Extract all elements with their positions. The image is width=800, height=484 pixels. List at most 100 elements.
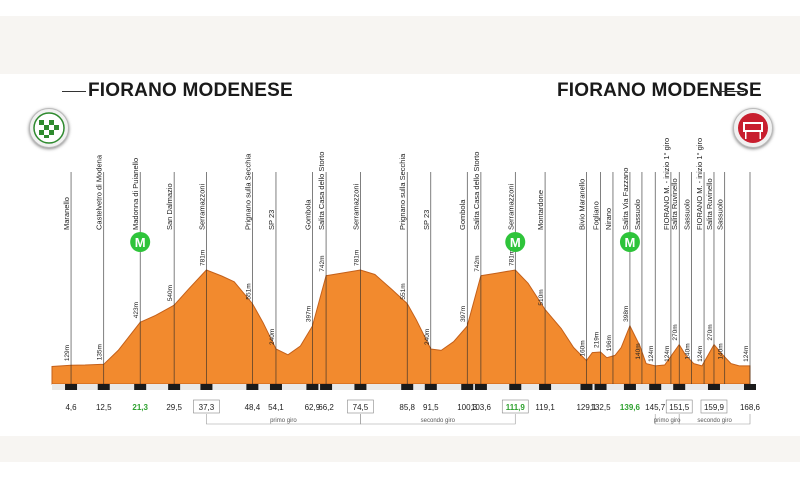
waypoint-altitude: 397m [460,306,467,322]
waypoint-altitude: 270m [672,324,679,340]
start-title-rule [62,91,86,92]
km-box [347,399,374,414]
waypoint-altitude: 270m [707,324,714,340]
km-tick [424,384,437,390]
km-label: 62,9 [305,403,321,412]
waypoint-22: 124m 145,7 [645,172,666,412]
finish-title: FIORANO MODENESE [557,80,762,101]
waypoint-23: FIORANO M. - inizio 1° giro 124m [662,138,672,384]
waypoint-altitude: 129m [64,345,71,361]
waypoint-6: Prignano sulla Secchia 551m 48,4 [243,153,260,412]
km-tick [401,384,414,390]
km-tick [97,384,110,390]
waypoint-8: Gombola 397m 62,9 [303,172,321,412]
lap-bracket-line [360,414,516,425]
km-label: 103,6 [471,403,492,412]
waypoint-28: Sassuolo 140m [716,172,726,384]
km-label: 48,4 [245,403,261,412]
waypoint-name: Salita Ruvinello [705,178,714,230]
lap-bracket-1: primo giro [206,414,361,425]
top-band [0,16,800,74]
waypoint-altitude: 219m [594,332,601,348]
waypoint-12: SP 23 240m 91,5 [422,172,439,412]
km-tick [580,384,593,390]
waypoint-name: Serramazzoni [197,183,206,230]
km-tick [623,384,636,390]
km-label: 66,2 [318,403,334,412]
waypoint-27: Salita Ruvinello 270m 159,9 [700,172,728,414]
km-label: 12,5 [96,403,112,412]
waypoint-name: Montardone [536,190,545,230]
checkered-flag-icon [29,108,69,148]
lap-label: secondo giro [697,418,732,424]
km-label: 111,9 [506,403,526,412]
km-box [700,399,728,414]
waypoint-altitude: 160m [579,340,586,356]
gpm-marker-circle [130,232,151,252]
waypoint-name: Fogliano [592,201,601,230]
lap-label: primo giro [270,418,297,424]
distance-strip [52,384,750,390]
km-label: 132,5 [591,403,612,412]
km-tick [744,384,756,390]
finish-banner-icon [733,108,773,148]
waypoint-altitude: 124m [664,346,671,362]
finish-title-rule [718,91,744,92]
waypoint-29: 124m 168,6 [740,172,761,412]
km-tick [246,384,259,390]
km-tick [200,384,213,390]
waypoint-7: SP 23 240m 54,1 [267,172,284,412]
waypoint-name: Nirano [604,208,613,230]
waypoint-altitude: 781m [353,250,360,266]
waypoint-altitude: 781m [508,250,515,266]
waypoint-17: Bivio Maranello 160m 129,1 [576,172,597,412]
km-label: 151,5 [669,403,690,412]
km-box [501,399,529,414]
waypoint-altitude: 124m [697,346,704,362]
waypoint-name: Sassuolo [683,199,692,230]
waypoint-13: Gombola 397m 100,3 [457,172,478,412]
waypoint-name: Castelvetro di Modena [95,154,104,230]
lap-label: secondo giro [421,418,456,424]
waypoint-name: Salita Via Fazzano [621,168,630,230]
waypoint-name: Salita Casa dello Storto [472,152,481,230]
waypoint-name: Madonna di Puianello [131,158,140,230]
waypoint-20: Salita Via Fazzano 398m 139,6 M [620,168,641,412]
waypoint-altitude: 240m [424,329,431,345]
waypoint-14: Salita Casa dello Storto 742m 103,6 [471,152,492,412]
km-label: 100,3 [457,403,478,412]
bottom-band [0,436,800,462]
gpm-marker-label: M [135,235,146,250]
km-label: 54,1 [268,403,284,412]
km-label: 159,9 [704,403,725,412]
waypoint-name: Gombola [458,199,467,230]
waypoint-26: FIORANO M. - inizio 1° giro 124m [695,138,705,384]
waypoint-name: Serramazzoni [351,183,360,230]
waypoint-24: Salita Ruvinello 270m 151,5 [665,172,693,414]
waypoint-name: Bivio Maranello [577,179,586,230]
gpm-marker-circle [505,232,526,252]
km-tick [649,384,662,390]
lap-bracket-3: primo giro [654,414,681,425]
waypoint-10: Serramazzoni 781m 74,5 [347,172,374,414]
gpm-marker-label: M [625,235,636,250]
waypoint-altitude: 140m [718,343,725,359]
km-box [665,399,693,414]
km-label: 37,3 [199,403,215,412]
waypoint-altitude: 124m [743,346,750,362]
waypoint-altitude: 510m [538,289,545,305]
gpm-marker-circle [619,232,640,252]
waypoint-altitude: 742m [319,255,326,271]
lap-bracket-line [678,414,751,425]
km-label: 119,1 [535,403,555,412]
km-label: 168,6 [740,403,761,412]
km-tick [461,384,474,390]
waypoint-name: Sassuolo [716,199,725,230]
km-label: 145,7 [645,403,666,412]
waypoint-name: FIORANO M. - inizio 1° giro [695,138,704,230]
km-label: 139,6 [620,403,641,412]
km-tick [269,384,282,390]
km-tick [474,384,487,390]
waypoint-name: Prignano sulla Secchia [398,153,407,230]
waypoint-15: Serramazzoni 781m 111,9 M [501,172,529,414]
